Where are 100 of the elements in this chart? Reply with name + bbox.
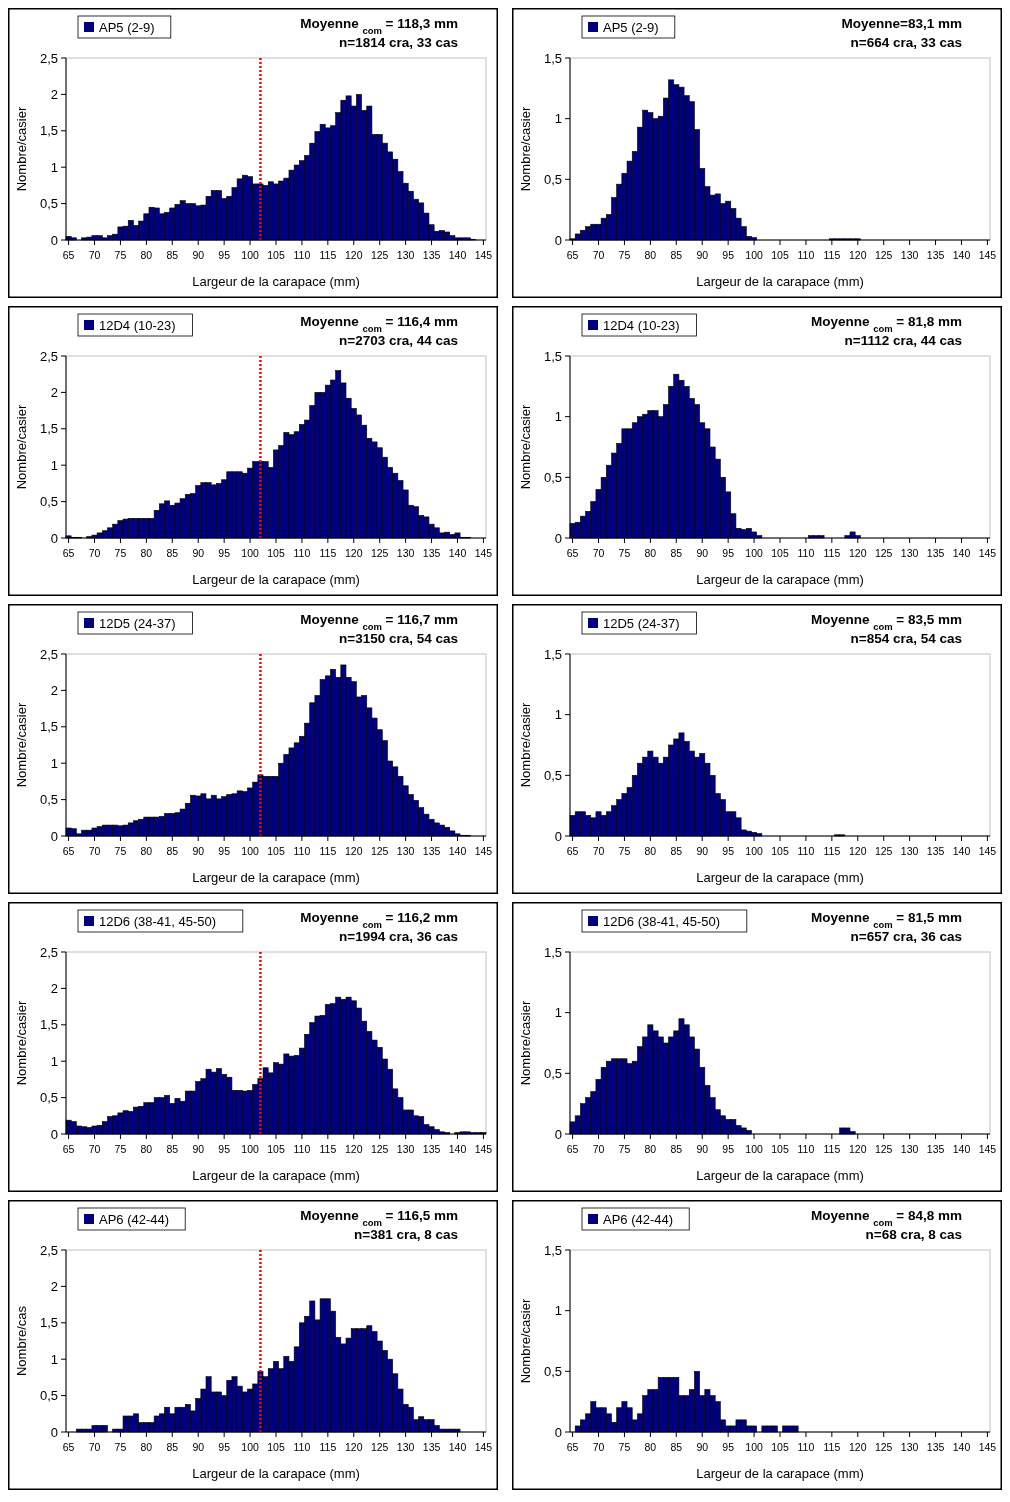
- x-tick-label: 135: [422, 249, 441, 261]
- y-tick-label: 1: [50, 755, 58, 771]
- x-tick-label: 120: [345, 249, 363, 261]
- x-tick-label: 85: [670, 1441, 683, 1453]
- x-tick-label: 80: [140, 547, 153, 559]
- legend-label: 12D4 (10-23): [99, 318, 176, 333]
- x-tick-label: 70: [592, 845, 605, 857]
- x-tick-label: 145: [978, 1143, 997, 1155]
- x-tick-label: 120: [849, 1143, 867, 1155]
- x-tick-label: 80: [644, 1143, 657, 1155]
- y-axis-title: Nombre/casier: [14, 702, 29, 788]
- y-tick-label: 1: [554, 111, 562, 127]
- x-tick-label: 90: [696, 1441, 709, 1453]
- x-tick-label: 130: [900, 249, 919, 261]
- x-tick-label: 75: [618, 547, 631, 559]
- text: n=664 cra, 33 cas: [850, 35, 962, 50]
- x-tick-label: 130: [900, 1441, 919, 1453]
- x-tick-label: 90: [696, 1143, 709, 1155]
- legend-label: 12D6 (38-41, 45-50): [603, 914, 721, 929]
- x-tick-label: 95: [218, 1143, 231, 1155]
- y-tick-label: 0: [50, 530, 58, 546]
- x-axis-title: Largeur de la carapace (mm): [192, 1168, 360, 1183]
- text: n=854 cra, 54 cas: [850, 631, 962, 646]
- x-tick-label: 95: [722, 547, 735, 559]
- x-tick-label: 125: [874, 1143, 893, 1155]
- x-tick-label: 125: [370, 249, 389, 261]
- y-tick-label: 0,5: [543, 1363, 562, 1379]
- x-tick-label: 125: [874, 845, 893, 857]
- x-tick-label: 80: [140, 249, 153, 261]
- x-tick-label: 75: [618, 249, 631, 261]
- x-tick-label: 70: [592, 547, 605, 559]
- x-tick-label: 135: [926, 845, 945, 857]
- x-tick-label: 100: [745, 249, 763, 261]
- x-tick-label: 80: [644, 845, 657, 857]
- x-axis-title: Largeur de la carapace (mm): [192, 274, 360, 289]
- x-tick-label: 65: [566, 249, 579, 261]
- y-tick-label: 2,5: [39, 944, 58, 960]
- x-tick-label: 105: [771, 1441, 789, 1453]
- y-tick-label: 0: [554, 1424, 562, 1440]
- x-tick-label: 85: [166, 249, 179, 261]
- x-tick-label: 65: [62, 1441, 75, 1453]
- x-tick-label: 130: [396, 249, 415, 261]
- x-tick-label: 120: [345, 845, 363, 857]
- x-tick-label: 80: [140, 1441, 153, 1453]
- y-tick-label: 0,5: [543, 1065, 562, 1081]
- x-tick-label: 65: [566, 547, 579, 559]
- x-tick-label: 115: [823, 1143, 841, 1155]
- x-tick-label: 140: [952, 249, 971, 261]
- x-tick-label: 110: [293, 1441, 311, 1453]
- x-tick-label: 145: [474, 1441, 493, 1453]
- x-tick-label: 130: [396, 547, 415, 559]
- y-axis-title: Nombre/casier: [14, 106, 29, 192]
- x-tick-label: 105: [771, 547, 789, 559]
- y-tick-label: 2,5: [39, 1242, 58, 1258]
- x-tick-label: 90: [192, 845, 205, 857]
- x-tick-label: 90: [696, 547, 709, 559]
- x-tick-label: 95: [722, 249, 735, 261]
- x-tick-label: 105: [267, 547, 285, 559]
- y-tick-label: 1,5: [543, 348, 562, 364]
- y-tick-label: 0,5: [543, 767, 562, 783]
- x-tick-label: 125: [874, 249, 893, 261]
- y-tick-label: 1,5: [39, 123, 58, 139]
- x-tick-label: 80: [644, 1441, 657, 1453]
- y-tick-label: 2: [50, 682, 58, 698]
- text: n=2703 cra, 44 cas: [339, 333, 458, 348]
- x-tick-label: 115: [823, 1441, 841, 1453]
- x-tick-label: 125: [370, 1441, 389, 1453]
- text: Moyenne $_{com}$ = 81,8 mm: [810, 314, 962, 334]
- x-tick-label: 115: [823, 249, 841, 261]
- x-tick-label: 90: [696, 845, 709, 857]
- x-tick-label: 70: [592, 1143, 605, 1155]
- x-tick-label: 65: [566, 1143, 579, 1155]
- x-tick-label: 145: [474, 845, 493, 857]
- x-tick-label: 145: [474, 547, 493, 559]
- legend-label: 12D4 (10-23): [603, 318, 680, 333]
- x-tick-label: 70: [88, 1143, 101, 1155]
- y-tick-label: 0,5: [543, 469, 562, 485]
- x-tick-label: 95: [218, 249, 231, 261]
- x-tick-label: 125: [370, 1143, 389, 1155]
- y-tick-label: 0: [554, 530, 562, 546]
- x-tick-label: 90: [192, 249, 205, 261]
- x-tick-label: 85: [166, 845, 179, 857]
- x-tick-label: 145: [474, 1143, 493, 1155]
- x-tick-label: 145: [978, 1441, 997, 1453]
- y-tick-label: 0,5: [39, 1388, 58, 1404]
- legend-label: 12D5 (24-37): [603, 616, 680, 631]
- x-axis-title: Largeur de la carapace (mm): [192, 870, 360, 885]
- y-tick-label: 2,5: [39, 646, 58, 662]
- y-tick-label: 1: [50, 1053, 58, 1069]
- x-tick-label: 120: [849, 1441, 867, 1453]
- x-tick-label: 140: [952, 845, 971, 857]
- x-tick-label: 140: [952, 547, 971, 559]
- x-tick-label: 75: [618, 845, 631, 857]
- y-tick-label: 1: [50, 457, 58, 473]
- x-tick-label: 120: [345, 1441, 363, 1453]
- legend-label: AP5 (2-9): [99, 20, 155, 35]
- x-tick-label: 135: [422, 547, 441, 559]
- text: Moyenne $_{com}$ = 81,5 mm: [810, 910, 962, 930]
- x-tick-label: 125: [370, 547, 389, 559]
- x-tick-label: 130: [396, 1143, 415, 1155]
